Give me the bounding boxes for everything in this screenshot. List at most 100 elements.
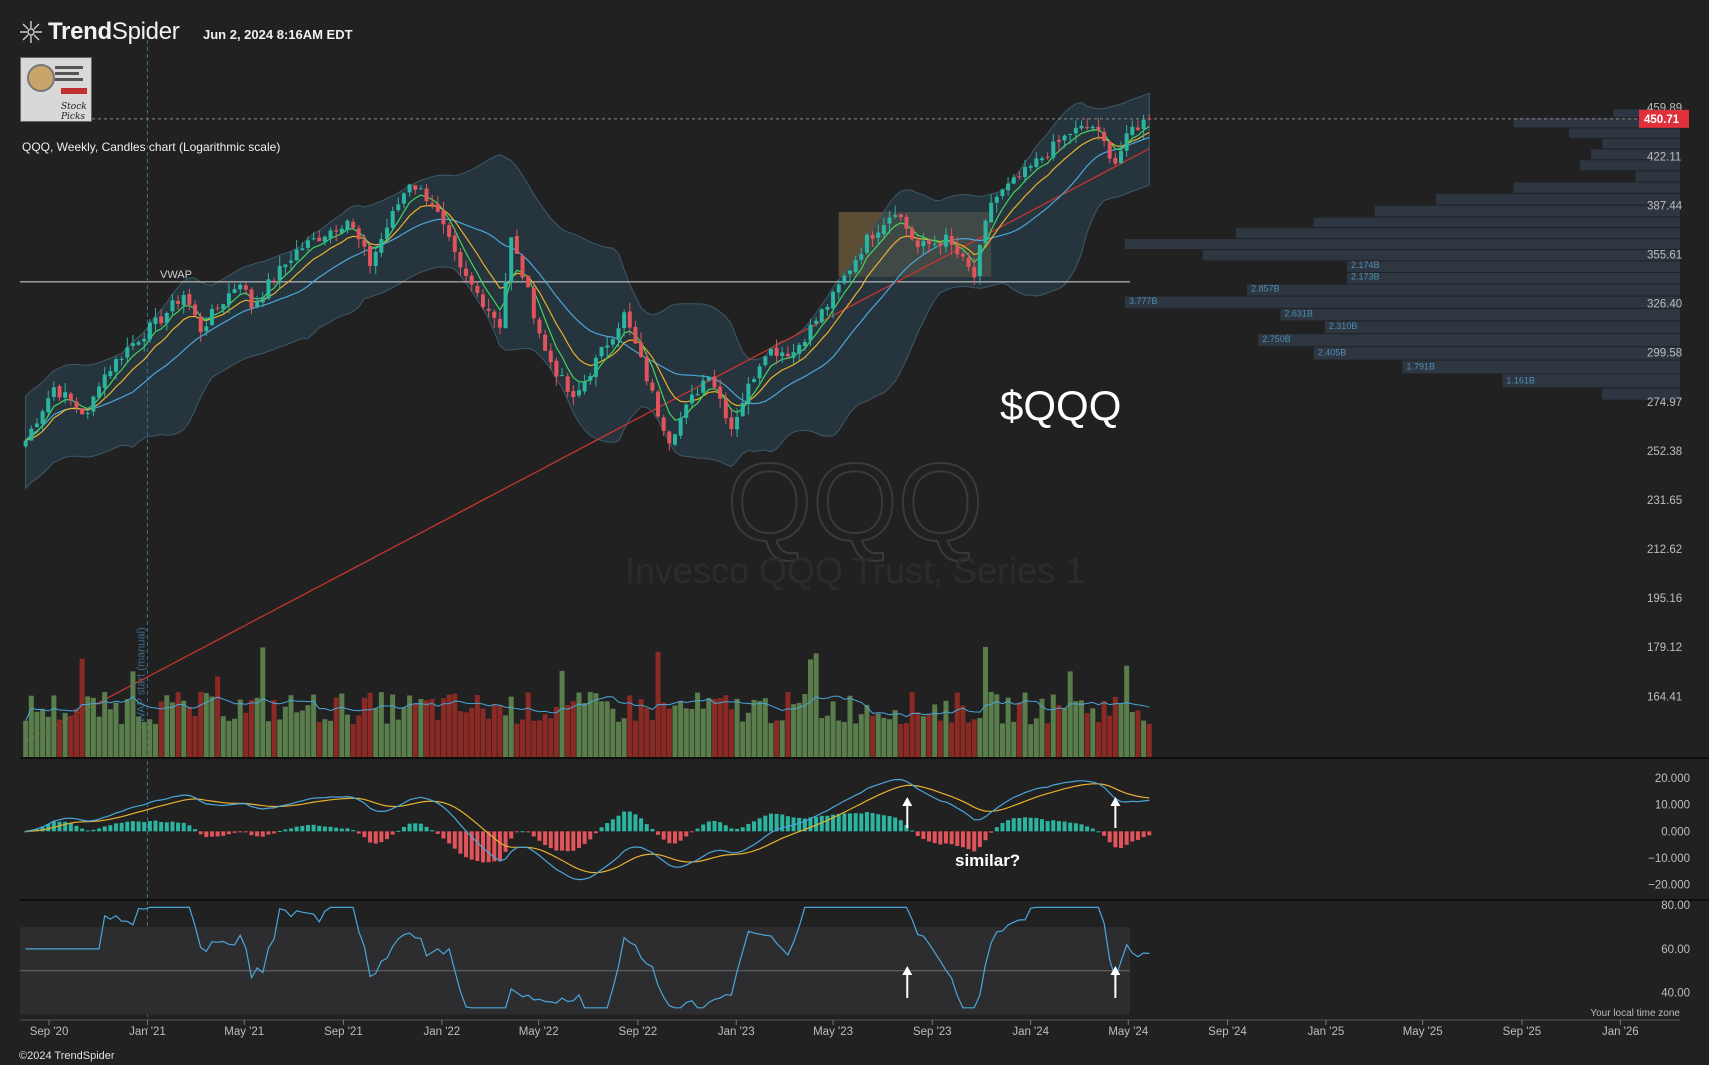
volume-bar [153, 723, 159, 757]
volume-profile-bar [1347, 261, 1680, 272]
candle-body [108, 371, 113, 377]
macd-histogram-bar [667, 831, 672, 844]
volume-bar [514, 723, 520, 757]
macd-tick-label: 20.000 [1655, 773, 1690, 785]
volume-bar [265, 721, 271, 757]
volume-bar [700, 708, 706, 757]
candle-body [193, 304, 198, 316]
macd-histogram-bar [356, 831, 361, 834]
macd-histogram-bar [317, 825, 322, 832]
volume-bar [892, 710, 898, 757]
macd-histogram-bar [678, 831, 683, 841]
macd-histogram-bar [599, 827, 604, 832]
brand-logo[interactable]: Trend Spider [18, 18, 180, 46]
macd-histogram-bar [797, 817, 802, 832]
macd-histogram-bar [661, 831, 666, 840]
candle-body [345, 220, 350, 230]
macd-histogram-bar [396, 830, 401, 832]
candle-body [864, 234, 869, 253]
volume-bar [553, 707, 559, 757]
candle-body [949, 235, 954, 245]
volume-bar [649, 719, 655, 757]
candle-body [898, 214, 903, 218]
volume-bar [807, 659, 813, 757]
volume-bar [875, 713, 881, 757]
candle-body [221, 304, 226, 310]
candle-body [656, 391, 661, 417]
volume-bar [209, 696, 215, 757]
volume-bar [1028, 724, 1034, 757]
volume-bar [435, 719, 441, 757]
macd-histogram-bar [430, 830, 435, 832]
macd-histogram-bar [560, 831, 565, 851]
candle-body [1034, 158, 1039, 167]
candle-body [294, 249, 299, 261]
volume-bar [237, 699, 243, 757]
volume-profile-bar [1324, 321, 1680, 334]
volume-bar [926, 714, 932, 757]
macd-histogram-bar [656, 831, 661, 835]
candle-body [497, 318, 502, 328]
volume-bar [847, 695, 853, 757]
volume-profile-bar [1580, 160, 1680, 171]
volume-bar [51, 695, 57, 757]
macd-histogram-bar [232, 831, 237, 833]
volume-profile-bar [1202, 250, 1680, 261]
macd-histogram-bar [452, 831, 457, 849]
candle-body [91, 396, 96, 412]
volume-bar [260, 647, 266, 757]
candle-body [853, 259, 858, 273]
macd-histogram-bar [927, 831, 932, 842]
volume-bar [587, 692, 593, 757]
volume-bar [136, 716, 142, 757]
volume-average-line [25, 695, 1150, 722]
volume-profile-bar [1247, 284, 1680, 296]
volume-bar [181, 700, 187, 757]
macd-histogram-bar [543, 831, 548, 846]
volume-bar [723, 695, 729, 757]
candle-body [29, 428, 34, 441]
candle-body [356, 228, 361, 240]
macd-histogram-bar [57, 821, 62, 832]
x-tick-label: May '24 [1108, 1026, 1149, 1038]
candle-body [808, 324, 813, 341]
volume-bar [294, 712, 300, 757]
volume-bar [988, 691, 994, 757]
macd-histogram-bar [492, 831, 497, 862]
macd-histogram-bar [1102, 831, 1107, 836]
macd-histogram-bar [255, 831, 260, 837]
volume-profile-label: 1.161B [1506, 375, 1535, 385]
volume-bar [395, 719, 401, 757]
candle-body [859, 254, 864, 260]
volume-bar [599, 701, 605, 757]
macd-histogram-bar [893, 817, 898, 832]
spider-logo-icon [20, 21, 42, 43]
volume-bar [90, 697, 96, 757]
candle-body [317, 237, 322, 242]
bollinger-band [25, 92, 1150, 490]
watermark-symbol: QQQ [727, 441, 984, 564]
volume-bar [971, 719, 977, 757]
macd-histogram-bar [401, 826, 406, 832]
volume-bar [1016, 702, 1022, 757]
volume-bar [740, 721, 746, 757]
author-thumbnail: Stock Picks [20, 57, 92, 122]
volume-bar [706, 698, 712, 757]
candle-body [819, 309, 824, 322]
candle-body [379, 238, 384, 253]
rsi-arrow-head [1110, 966, 1121, 975]
macd-histogram-bar [108, 825, 113, 832]
candle-body [757, 366, 762, 379]
macd-histogram-bar [763, 815, 768, 832]
macd-histogram-bar [119, 822, 124, 832]
candle-body [548, 350, 553, 363]
candle-body [424, 188, 429, 202]
macd-histogram-bar [977, 831, 982, 848]
candle-body [706, 376, 711, 381]
macd-histogram-bar [221, 831, 226, 836]
candle-body [1006, 183, 1011, 191]
macd-histogram-bar [1045, 821, 1050, 832]
vwap-anchor-label: VWAP start (manual) [135, 627, 147, 730]
candle-body [277, 266, 282, 281]
